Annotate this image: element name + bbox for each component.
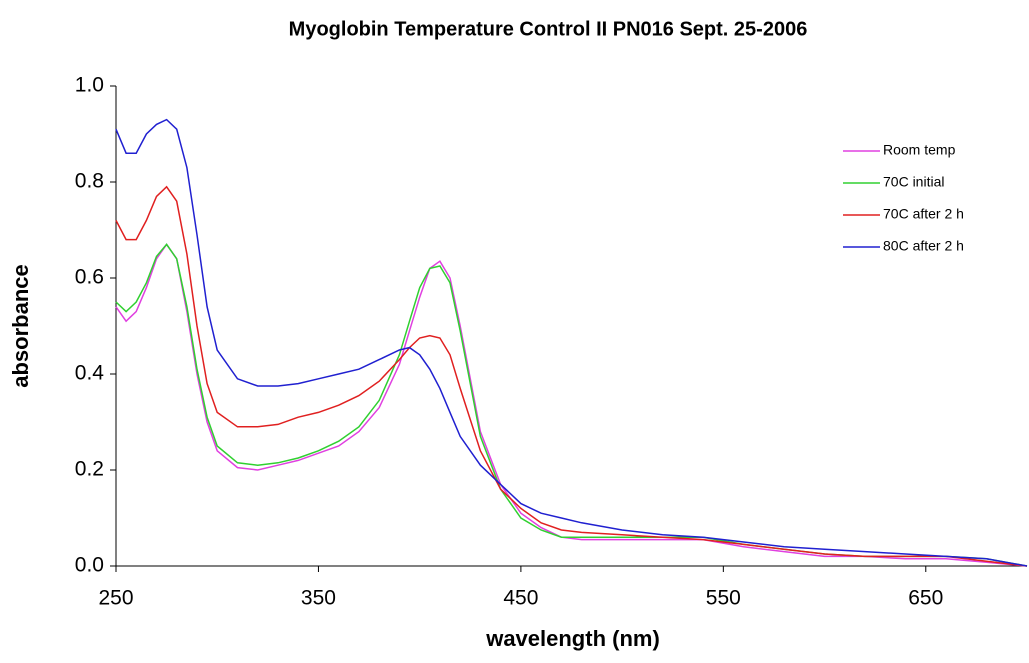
- legend-label: 80C after 2 h: [883, 238, 964, 254]
- y-axis-label: absorbance: [8, 264, 33, 388]
- x-tick-label: 650: [908, 587, 943, 610]
- y-tick-label: 0.8: [75, 170, 104, 193]
- legend-label: 70C after 2 h: [883, 206, 964, 222]
- x-tick-label: 250: [98, 587, 133, 610]
- series-line: [115, 118, 1028, 567]
- x-tick-label: 550: [706, 587, 741, 610]
- series-line: [115, 243, 1028, 567]
- x-tick-label: 350: [301, 587, 336, 610]
- series-line: [115, 185, 1028, 567]
- series-line: [115, 243, 1028, 567]
- y-tick-label: 0.6: [75, 266, 104, 289]
- y-tick-label: 1.0: [75, 74, 104, 97]
- legend-label: 70C initial: [883, 174, 944, 190]
- x-tick-label: 450: [503, 587, 538, 610]
- x-axis-label: wavelength (nm): [485, 626, 660, 651]
- legend-label: Room temp: [883, 142, 956, 158]
- chart-title: Myoglobin Temperature Control II PN016 S…: [289, 18, 808, 40]
- y-tick-label: 0.2: [75, 458, 104, 481]
- y-tick-label: 0.0: [75, 554, 104, 577]
- y-tick-label: 0.4: [75, 362, 105, 385]
